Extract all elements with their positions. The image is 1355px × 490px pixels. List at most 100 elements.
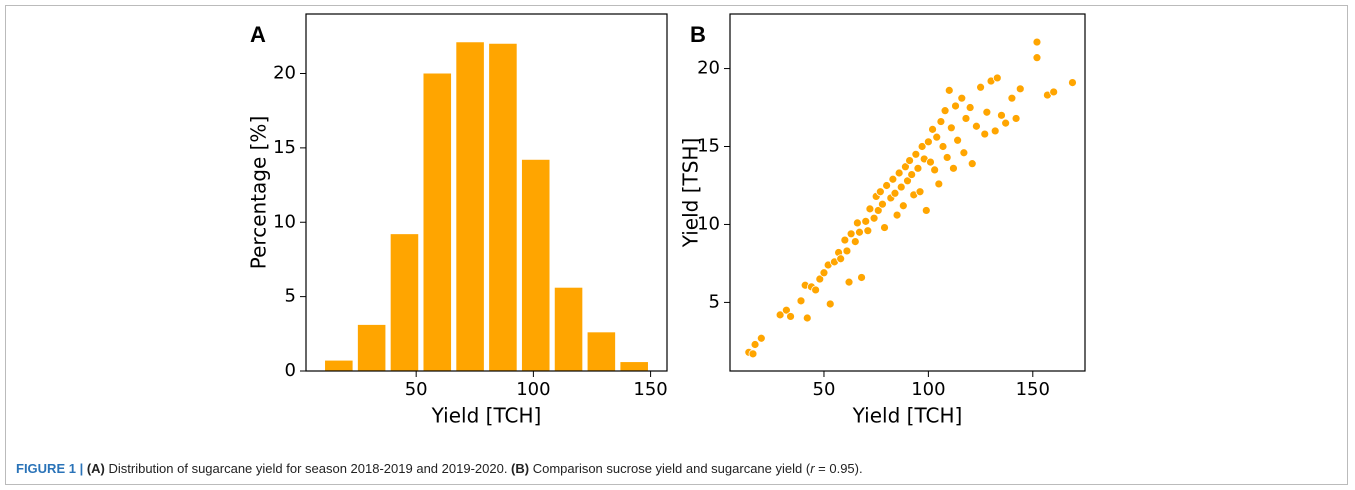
caption-part: Comparison sucrose yield and sugarcane y… [529, 461, 811, 476]
point [934, 179, 944, 189]
point [990, 126, 1000, 136]
point [802, 313, 812, 323]
point [863, 226, 873, 236]
point [967, 159, 977, 169]
point [888, 174, 898, 184]
point [911, 149, 921, 159]
bar [456, 42, 484, 371]
point [786, 312, 795, 321]
bar [587, 332, 616, 371]
point [748, 349, 758, 359]
point [944, 85, 954, 95]
point [855, 227, 864, 237]
x-axis-label: Yield [TCH] [431, 404, 542, 428]
caption-part: FIGURE 1 | [16, 461, 87, 476]
point [926, 157, 935, 167]
point [959, 148, 969, 158]
point [1011, 114, 1021, 123]
point [913, 163, 923, 173]
bar [357, 324, 386, 371]
x-tick-label: 150 [1016, 379, 1050, 400]
point [850, 237, 860, 247]
point [880, 223, 889, 232]
point [961, 114, 971, 123]
point [923, 137, 933, 147]
point [980, 129, 990, 139]
point [1068, 78, 1077, 87]
point [815, 274, 825, 284]
point [842, 246, 852, 256]
point [905, 156, 914, 165]
y-tick-label: 10 [273, 211, 296, 232]
y-tick-label: 15 [273, 137, 296, 158]
point [907, 170, 917, 179]
y-tick-label: 0 [285, 360, 296, 381]
bar [620, 362, 648, 371]
caption-part: (B) [511, 461, 530, 476]
bar [521, 159, 550, 371]
point [936, 117, 946, 126]
point [921, 206, 931, 215]
caption-part: Distribution of sugarcane yield for seas… [104, 461, 512, 476]
axes-frame [729, 13, 1086, 372]
point [825, 299, 835, 309]
point [1032, 53, 1042, 63]
point [949, 163, 958, 173]
point [1007, 93, 1017, 103]
y-tick-label: 5 [709, 291, 720, 312]
point [957, 93, 967, 103]
y-tick-label: 15 [697, 136, 720, 157]
point [852, 218, 862, 228]
panel-label: A [250, 22, 266, 47]
point [972, 121, 981, 131]
point [951, 101, 960, 111]
point [976, 82, 985, 92]
point [1049, 87, 1059, 97]
axes-frame [305, 13, 668, 372]
x-tick-label: 50 [405, 379, 428, 400]
point [894, 168, 904, 178]
point [940, 106, 950, 116]
point [873, 206, 883, 215]
y-axis-label: Percentage [%] [247, 116, 271, 269]
point [1001, 118, 1011, 128]
bar [489, 43, 517, 371]
point [819, 268, 829, 278]
point [865, 204, 875, 214]
point [992, 73, 1002, 83]
x-tick-label: 150 [633, 379, 667, 400]
charts: 50 100 150 0 5 10 15 20 Yield [TCH] Percentage [%… [247, 13, 1086, 428]
point [890, 188, 900, 198]
point [901, 162, 910, 172]
x-tick-label: 100 [516, 379, 550, 400]
point [917, 142, 927, 151]
point [861, 216, 871, 226]
point [796, 296, 806, 306]
point [781, 305, 791, 315]
point [915, 187, 925, 197]
y-axis-label: Yield [TSH] [679, 138, 703, 249]
point [878, 199, 887, 209]
x-tick-label: 50 [813, 379, 836, 400]
y-tick-label: 5 [285, 286, 296, 307]
point [965, 103, 975, 112]
caption-part: r [810, 461, 815, 476]
point [932, 132, 942, 142]
point [997, 110, 1006, 120]
y-tick-label: 20 [273, 63, 296, 84]
point [750, 340, 760, 349]
point [756, 333, 766, 343]
caption: FIGURE 1 | (A) Distribution of sugarcane… [16, 461, 863, 476]
point [875, 187, 885, 197]
x-axis-label: Yield [TCH] [852, 404, 963, 428]
point [811, 285, 821, 295]
point [869, 213, 879, 223]
point [930, 165, 940, 175]
point [946, 123, 956, 133]
caption-part: (A) [86, 461, 105, 476]
point [942, 153, 952, 162]
point [840, 235, 850, 245]
point [1032, 37, 1042, 47]
y-tick-label: 10 [697, 213, 720, 234]
